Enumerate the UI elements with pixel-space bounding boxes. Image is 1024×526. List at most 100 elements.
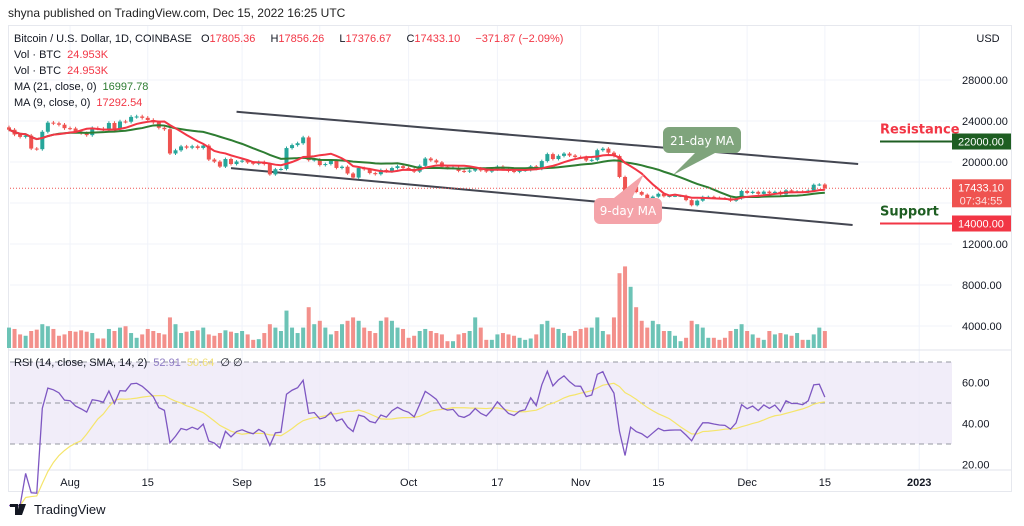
open-value: 17805.36 [209,33,256,45]
candle [645,194,650,200]
volume-bar [423,328,428,348]
volume-bar [545,320,550,348]
volume-bar [778,333,783,348]
candle [229,159,233,165]
close-value: 17433.10 [414,33,461,45]
volume-bar [673,335,677,348]
volume-bar [112,331,117,348]
volume-bar [156,333,161,348]
volume-bar [428,331,433,348]
rsi-legend[interactable]: RSI (14, close, SMA, 14, 2) 52.91 50.64 ∅ ∅ [14,356,249,369]
volume-bar [79,330,84,348]
candle [29,135,34,149]
ma9-callout [594,174,662,224]
rsi-value: 52.91 [153,357,181,369]
volume-bar [417,331,422,348]
volume-value: 24.953K [67,65,109,77]
volume-bar [589,327,594,348]
volume-bar [95,338,100,348]
candle [123,121,128,123]
volume-bar [562,333,566,348]
price-tick-label: 8000.00 [962,280,1002,292]
volume-bar [445,341,450,348]
candle [539,161,544,169]
candle [406,167,411,170]
volume-bar [290,327,295,348]
time-tick-label: 15 [652,477,664,489]
ma9-legend[interactable]: MA (9, close, 0) 17292.54 [14,97,148,109]
support-label: Support [880,205,939,220]
volume-bar [262,333,267,348]
candle [40,131,45,150]
volume-bar [151,331,156,348]
volume-bar [401,328,406,348]
volume-bar [351,317,356,348]
volume-bar [73,331,78,348]
change-value: −371.87 (−2.09%) [475,33,564,45]
volume-bar [539,324,544,348]
candle [290,145,295,149]
candle [145,117,150,120]
volume-bar [772,334,777,348]
volume-bar [722,337,727,348]
volume-bar [661,331,666,348]
tradingview-logo[interactable]: TradingView [10,502,106,517]
volume-bar [212,335,217,348]
candle [389,168,394,172]
volume-bar [367,331,372,348]
candle [234,161,239,165]
volume-bar [40,324,45,348]
volume-bar [389,320,394,348]
candle [173,150,178,154]
candle [517,170,522,172]
volume-bar [711,337,716,348]
volume-bar [617,273,622,348]
candle [428,158,433,161]
volume-bar [317,320,322,348]
candle [351,173,356,178]
volume-bar [584,327,589,348]
volume-bar [462,333,467,348]
volume-bar [223,330,228,348]
candle [195,146,200,148]
candle [217,161,222,167]
candle [167,129,172,154]
volume-bar [84,331,89,348]
candle [817,184,822,186]
symbol-legend: Bitcoin / U.S. Dollar, 1D, COINBASE O178… [14,33,569,45]
high-value: 17856.26 [278,33,325,45]
volume-bar [517,337,522,348]
ma9-value: 17292.54 [96,97,143,109]
volume-bar [623,266,628,348]
volume-bar [184,331,189,348]
candle [356,168,361,178]
volume-bar [90,333,95,348]
volume-bar [806,339,811,348]
close-label: C [406,33,415,45]
time-tick-label: Sep [232,477,252,489]
volume-bar [500,333,505,348]
volume-legend-1[interactable]: Vol · BTC 24.953K [14,49,114,61]
candle [545,154,550,162]
candle [761,191,766,194]
rsi-sma-line [9,382,825,507]
volume-bar [761,339,766,348]
volume-legend-2[interactable]: Vol · BTC 24.953K [14,65,114,77]
volume-bar [784,334,788,348]
candle [822,184,827,189]
volume-bar [29,331,34,348]
ma21-legend[interactable]: MA (21, close, 0) 16997.78 [14,81,154,93]
chart-frame [8,25,1012,492]
volume-bar [595,317,600,348]
candle [56,123,61,125]
candle [18,134,23,137]
symbol-name[interactable]: Bitcoin / U.S. Dollar, 1D, COINBASE [14,33,192,45]
low-value: 17376.67 [345,33,392,45]
volume-bar [728,331,733,348]
candle [278,168,283,170]
candle [73,128,78,132]
volume-value: 24.953K [67,49,109,61]
volume-bar [439,334,444,348]
volume-bar [240,331,245,348]
